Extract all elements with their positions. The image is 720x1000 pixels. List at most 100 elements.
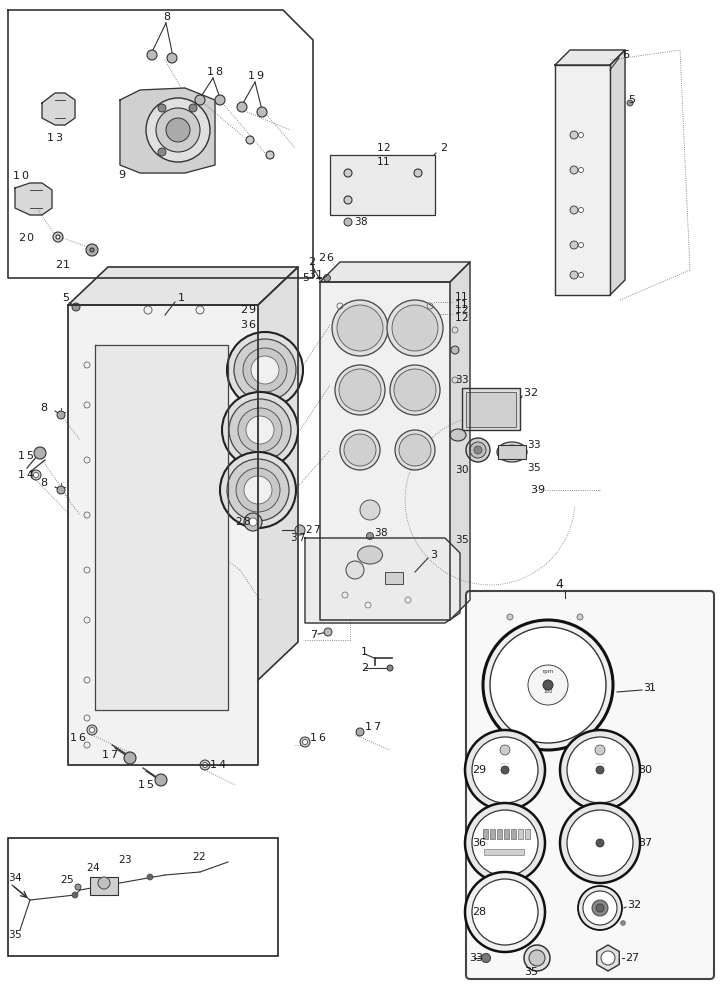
Circle shape	[189, 104, 197, 112]
Circle shape	[339, 369, 381, 411]
Circle shape	[31, 470, 41, 480]
Circle shape	[215, 95, 225, 105]
Circle shape	[344, 218, 352, 226]
Text: 9: 9	[256, 71, 263, 81]
Polygon shape	[68, 267, 298, 305]
Bar	[497, 829, 502, 839]
Polygon shape	[555, 65, 610, 295]
Circle shape	[72, 892, 78, 898]
Circle shape	[578, 886, 622, 930]
Text: 1: 1	[377, 143, 384, 153]
Text: 9: 9	[248, 305, 255, 315]
Text: 1: 1	[461, 292, 467, 302]
Circle shape	[158, 104, 166, 112]
Circle shape	[399, 434, 431, 466]
Circle shape	[251, 356, 279, 384]
Text: 9: 9	[478, 765, 485, 775]
Bar	[330, 155, 435, 215]
Text: 0: 0	[21, 171, 28, 181]
Text: 3: 3	[638, 765, 645, 775]
Circle shape	[344, 169, 352, 177]
Circle shape	[387, 300, 443, 356]
Circle shape	[244, 513, 262, 531]
Ellipse shape	[501, 445, 523, 459]
Text: 7: 7	[644, 838, 651, 848]
Text: 1: 1	[13, 171, 20, 181]
Circle shape	[249, 518, 257, 526]
Circle shape	[257, 107, 267, 117]
Circle shape	[356, 728, 364, 736]
Circle shape	[392, 305, 438, 351]
Bar	[504, 829, 509, 839]
Ellipse shape	[450, 429, 466, 441]
Circle shape	[147, 50, 157, 60]
Circle shape	[243, 348, 287, 392]
Text: 2: 2	[192, 852, 199, 862]
Circle shape	[155, 774, 167, 786]
Circle shape	[87, 725, 97, 735]
Text: 8: 8	[40, 478, 47, 488]
Text: 1: 1	[649, 683, 656, 693]
Polygon shape	[120, 88, 215, 173]
Text: 6: 6	[478, 838, 485, 848]
Circle shape	[295, 525, 305, 535]
Bar	[490, 829, 495, 839]
Text: 1: 1	[383, 157, 390, 167]
Bar	[484, 849, 524, 855]
Text: 2: 2	[235, 517, 242, 527]
Circle shape	[166, 118, 190, 142]
Bar	[90, 877, 118, 895]
Bar	[498, 445, 526, 459]
Circle shape	[592, 900, 608, 916]
Polygon shape	[305, 538, 460, 623]
Circle shape	[147, 874, 153, 880]
Circle shape	[158, 148, 166, 156]
Circle shape	[202, 762, 207, 768]
Text: 1: 1	[455, 305, 462, 315]
Circle shape	[300, 737, 310, 747]
Circle shape	[524, 945, 550, 971]
Text: 8: 8	[215, 67, 222, 77]
Circle shape	[246, 416, 274, 444]
Text: 2: 2	[198, 852, 204, 862]
Text: 0: 0	[26, 233, 33, 243]
Text: 1: 1	[18, 470, 25, 480]
Text: 2: 2	[60, 875, 67, 885]
Text: 6: 6	[248, 320, 255, 330]
Text: 3: 3	[455, 465, 462, 475]
Circle shape	[387, 665, 393, 671]
Text: 8: 8	[163, 12, 170, 22]
Circle shape	[490, 627, 606, 743]
Text: 3: 3	[627, 900, 634, 910]
Circle shape	[86, 244, 98, 256]
Circle shape	[344, 196, 352, 204]
Circle shape	[528, 665, 568, 705]
Text: 2: 2	[530, 388, 537, 398]
Text: 1: 1	[63, 260, 70, 270]
Text: 5: 5	[302, 273, 309, 283]
Circle shape	[596, 839, 604, 847]
Circle shape	[578, 208, 583, 213]
Circle shape	[237, 102, 247, 112]
Text: 3: 3	[461, 375, 467, 385]
Text: 3: 3	[354, 217, 361, 227]
Text: 1: 1	[138, 780, 145, 790]
Text: 2: 2	[18, 233, 25, 243]
Circle shape	[222, 392, 298, 468]
Circle shape	[75, 884, 81, 890]
Text: 3: 3	[240, 320, 247, 330]
Circle shape	[472, 737, 538, 803]
Circle shape	[472, 810, 538, 876]
Text: 3: 3	[638, 838, 645, 848]
Text: 2: 2	[118, 855, 125, 865]
Text: 5: 5	[146, 780, 153, 790]
Text: 2: 2	[625, 953, 632, 963]
Circle shape	[560, 803, 640, 883]
Text: 5: 5	[533, 463, 539, 473]
Circle shape	[501, 766, 509, 774]
Text: 5: 5	[461, 535, 467, 545]
Text: 3: 3	[472, 838, 479, 848]
Text: 2: 2	[86, 863, 93, 873]
Circle shape	[465, 803, 545, 883]
Polygon shape	[15, 183, 52, 215]
